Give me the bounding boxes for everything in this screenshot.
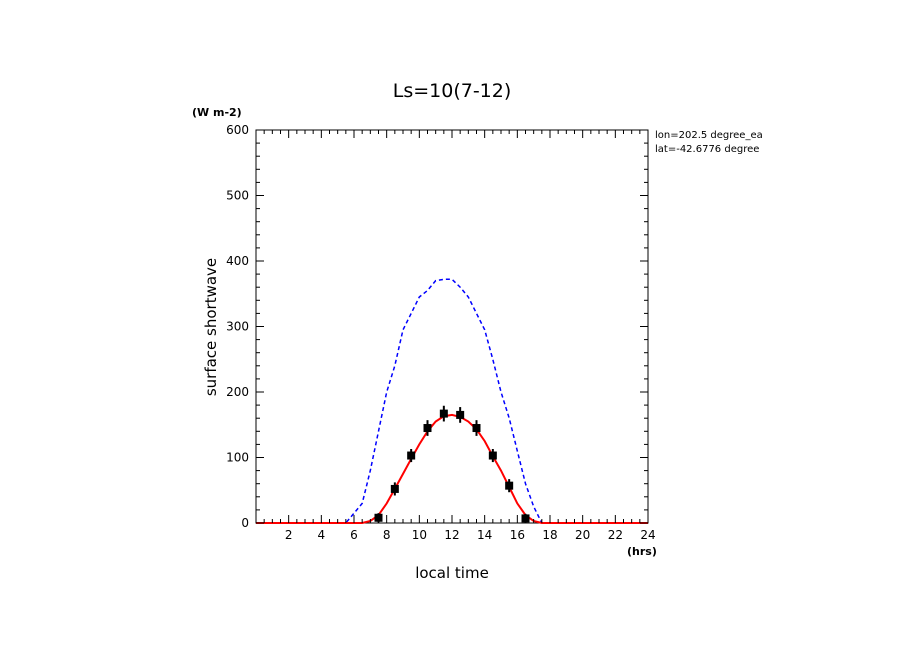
data-marker bbox=[439, 409, 448, 418]
y-tick-label: 300 bbox=[226, 320, 249, 334]
plot-frame bbox=[255, 129, 649, 524]
y-axis-unit: (W m-2) bbox=[192, 106, 242, 119]
lon-annotation: lon=202.5 degree_ea bbox=[655, 130, 763, 141]
data-marker bbox=[505, 481, 514, 490]
series-line-solid bbox=[256, 413, 648, 524]
y-tick-label: 500 bbox=[226, 189, 249, 203]
data-marker bbox=[456, 410, 465, 419]
data-marker bbox=[423, 424, 432, 433]
x-axis-label: local time bbox=[415, 564, 489, 582]
x-tick-label: 10 bbox=[412, 528, 427, 542]
x-tick-label: 22 bbox=[608, 528, 623, 542]
y-axis-label: surface shortwave bbox=[202, 258, 220, 396]
x-tick-label: 2 bbox=[285, 528, 293, 542]
series-line-dashed bbox=[256, 278, 648, 524]
y-tick-label: 600 bbox=[226, 123, 249, 137]
y-tick-label: 0 bbox=[241, 516, 249, 530]
series-layer bbox=[256, 278, 648, 524]
x-tick-label: 20 bbox=[575, 528, 590, 542]
data-marker bbox=[472, 424, 481, 433]
plot-axes bbox=[255, 129, 649, 524]
x-tick-label: 6 bbox=[350, 528, 358, 542]
data-marker bbox=[407, 451, 416, 460]
x-tick-label: 14 bbox=[477, 528, 492, 542]
y-tick-label: 100 bbox=[226, 451, 249, 465]
data-marker bbox=[390, 484, 399, 493]
data-marker bbox=[488, 451, 497, 460]
x-tick-label: 16 bbox=[510, 528, 525, 542]
lat-annotation: lat=-42.6776 degree bbox=[655, 144, 759, 155]
chart-title: Ls=10(7-12) bbox=[393, 80, 512, 102]
x-tick-label: 8 bbox=[383, 528, 391, 542]
data-marker bbox=[374, 513, 383, 522]
y-tick-label: 200 bbox=[226, 385, 249, 399]
x-tick-label: 4 bbox=[318, 528, 326, 542]
x-axis-unit: (hrs) bbox=[627, 545, 657, 558]
x-tick-label: 24 bbox=[640, 528, 655, 542]
y-tick-label: 400 bbox=[226, 254, 249, 268]
x-tick-label: 12 bbox=[444, 528, 459, 542]
data-marker bbox=[521, 514, 530, 523]
x-tick-label: 18 bbox=[542, 528, 557, 542]
